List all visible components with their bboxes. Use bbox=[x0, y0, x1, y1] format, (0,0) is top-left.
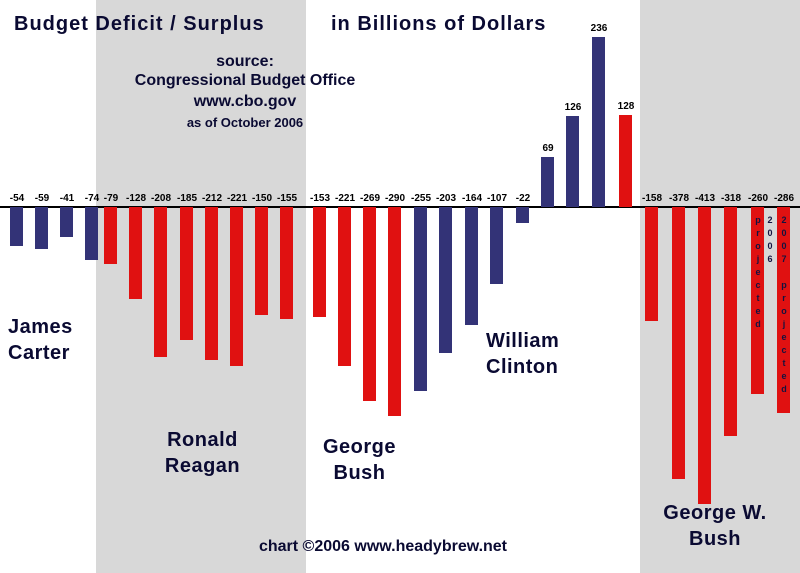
president-band-james-carter bbox=[0, 0, 96, 573]
deficit-bar bbox=[104, 207, 117, 264]
deficit-bar bbox=[672, 207, 685, 479]
chart-title-main: Budget Deficit / Surplus bbox=[14, 13, 265, 35]
source-organization: Congressional Budget Office bbox=[134, 72, 356, 89]
deficit-bar bbox=[85, 207, 98, 260]
bar-value-label: -158 bbox=[641, 193, 662, 204]
bar-value-label: -22 bbox=[515, 193, 531, 204]
deficit-bar bbox=[35, 207, 48, 249]
deficit-bar bbox=[751, 207, 764, 394]
deficit-bar bbox=[129, 207, 142, 299]
projection-note: 2006 projected bbox=[753, 215, 775, 332]
president-label-line: Carter bbox=[8, 342, 70, 365]
bar-value-label: -59 bbox=[34, 193, 50, 204]
bar-value-label: -269 bbox=[359, 193, 380, 204]
deficit-bar bbox=[645, 207, 658, 321]
president-band-george-w-bush bbox=[640, 0, 800, 573]
president-label-george-w-bush: George W. Bush bbox=[635, 500, 795, 553]
deficit-bar bbox=[280, 207, 293, 319]
deficit-bar bbox=[414, 207, 427, 391]
deficit-bar bbox=[777, 207, 790, 413]
bar-value-label: 69 bbox=[542, 143, 554, 154]
deficit-bar bbox=[698, 207, 711, 504]
president-label-line: William bbox=[486, 330, 560, 352]
deficit-bar bbox=[363, 207, 376, 401]
deficit-bar bbox=[516, 207, 529, 223]
bar-value-label: -54 bbox=[9, 193, 25, 204]
surplus-bar bbox=[619, 115, 632, 207]
bar-value-label: -221 bbox=[334, 193, 355, 204]
projection-note: 2007 projected bbox=[779, 215, 789, 397]
deficit-bar bbox=[180, 207, 193, 340]
bar-value-label: -164 bbox=[461, 193, 482, 204]
deficit-bar bbox=[338, 207, 351, 366]
deficit-bar bbox=[490, 207, 503, 284]
bar-value-label: 128 bbox=[617, 101, 635, 112]
deficit-bar bbox=[724, 207, 737, 436]
bar-value-label: -185 bbox=[176, 193, 197, 204]
bar-value-label: -378 bbox=[668, 193, 689, 204]
bar-value-label: -255 bbox=[410, 193, 431, 204]
president-label-line: James bbox=[8, 316, 73, 338]
deficit-bar bbox=[439, 207, 452, 353]
president-label-george-bush: George Bush bbox=[302, 434, 417, 487]
president-label-line: Ronald bbox=[167, 429, 238, 451]
bar-value-label: -221 bbox=[226, 193, 247, 204]
deficit-bar bbox=[255, 207, 268, 315]
bar-value-label: -413 bbox=[694, 193, 715, 204]
bar-value-label: 236 bbox=[590, 23, 608, 34]
source-url: www.cbo.gov bbox=[193, 93, 297, 110]
deficit-bar bbox=[205, 207, 218, 360]
bar-value-label: -203 bbox=[435, 193, 456, 204]
president-label-line: Bush bbox=[333, 462, 386, 485]
bar-value-label: -290 bbox=[384, 193, 405, 204]
president-label-line: George bbox=[322, 436, 397, 458]
deficit-bar bbox=[230, 207, 243, 366]
deficit-bar bbox=[313, 207, 326, 317]
surplus-bar bbox=[592, 37, 605, 207]
source-label: source: bbox=[216, 53, 274, 70]
president-label-line: George W. bbox=[663, 502, 767, 524]
surplus-bar bbox=[541, 157, 554, 207]
bar-value-label: -74 bbox=[84, 193, 100, 204]
bar-value-label: -41 bbox=[59, 193, 75, 204]
president-label-james-carter: James Carter bbox=[8, 314, 118, 367]
bar-value-label: -260 bbox=[747, 193, 768, 204]
bar-value-label: -79 bbox=[103, 193, 119, 204]
president-label-line: Bush bbox=[689, 528, 741, 551]
deficit-bar bbox=[465, 207, 478, 325]
bar-value-label: -155 bbox=[276, 193, 297, 204]
bar-value-label: -212 bbox=[201, 193, 222, 204]
president-label-ronald-reagan: Ronald Reagan bbox=[125, 427, 280, 480]
bar-value-label: -153 bbox=[309, 193, 330, 204]
president-label-william-clinton: William Clinton bbox=[486, 328, 616, 381]
bar-value-label: -128 bbox=[125, 193, 146, 204]
chart-title-units: in Billions of Dollars bbox=[331, 13, 547, 35]
bar-value-label: -208 bbox=[150, 193, 171, 204]
deficit-bar bbox=[60, 207, 73, 237]
bar-value-label: -318 bbox=[720, 193, 741, 204]
surplus-bar bbox=[566, 116, 579, 207]
bar-value-label: -107 bbox=[486, 193, 507, 204]
deficit-bar bbox=[154, 207, 167, 357]
deficit-bar bbox=[388, 207, 401, 416]
deficit-bar bbox=[10, 207, 23, 246]
source-date: as of October 2006 bbox=[186, 115, 304, 130]
bar-value-label: -286 bbox=[773, 193, 794, 204]
bar-value-label: -150 bbox=[251, 193, 272, 204]
bar-value-label: 126 bbox=[564, 102, 582, 113]
footer-credit: chart ©2006 www.headybrew.net bbox=[258, 538, 508, 555]
president-label-line: Clinton bbox=[486, 356, 559, 379]
president-label-line: Reagan bbox=[164, 455, 241, 478]
